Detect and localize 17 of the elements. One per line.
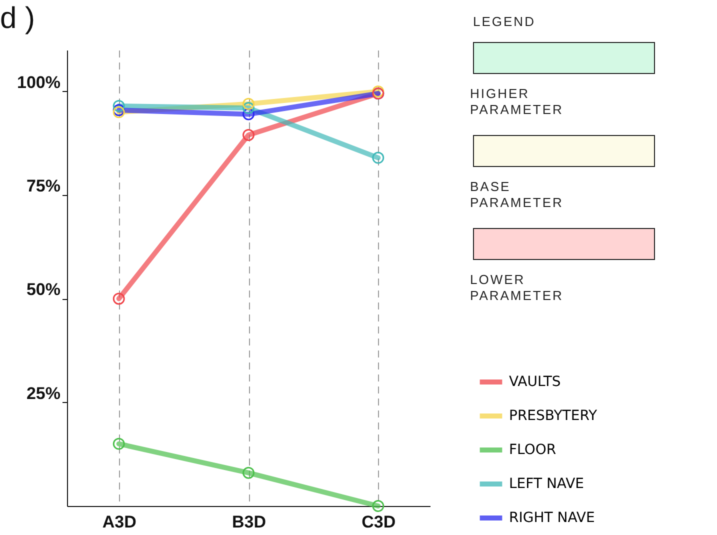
legend-label: PRESBYTERY (509, 408, 598, 424)
chart-title: d ) (0, 2, 36, 35)
x-tick-label: A3D (102, 512, 136, 532)
x-tick-label: B3D (232, 512, 266, 532)
text: HIGHER PARAMETER (470, 86, 564, 118)
y-tick-label: 25% (26, 384, 60, 403)
text: LEGEND (473, 14, 536, 30)
y-tick-label: 75% (26, 176, 60, 196)
text: LOWER PARAMETER (470, 272, 564, 304)
legend-label: FLOOR (509, 442, 556, 458)
y-tick-label: 100% (17, 72, 60, 92)
legend-label: LEFT NAVE (509, 476, 584, 492)
legend-label: VAULTS (509, 374, 561, 390)
x-tick-label: C3D (362, 512, 396, 532)
text: BASE PARAMETER (470, 179, 564, 211)
legend-label: RIGHT NAVE (509, 510, 595, 526)
y-tick-label: 50% (26, 280, 60, 300)
